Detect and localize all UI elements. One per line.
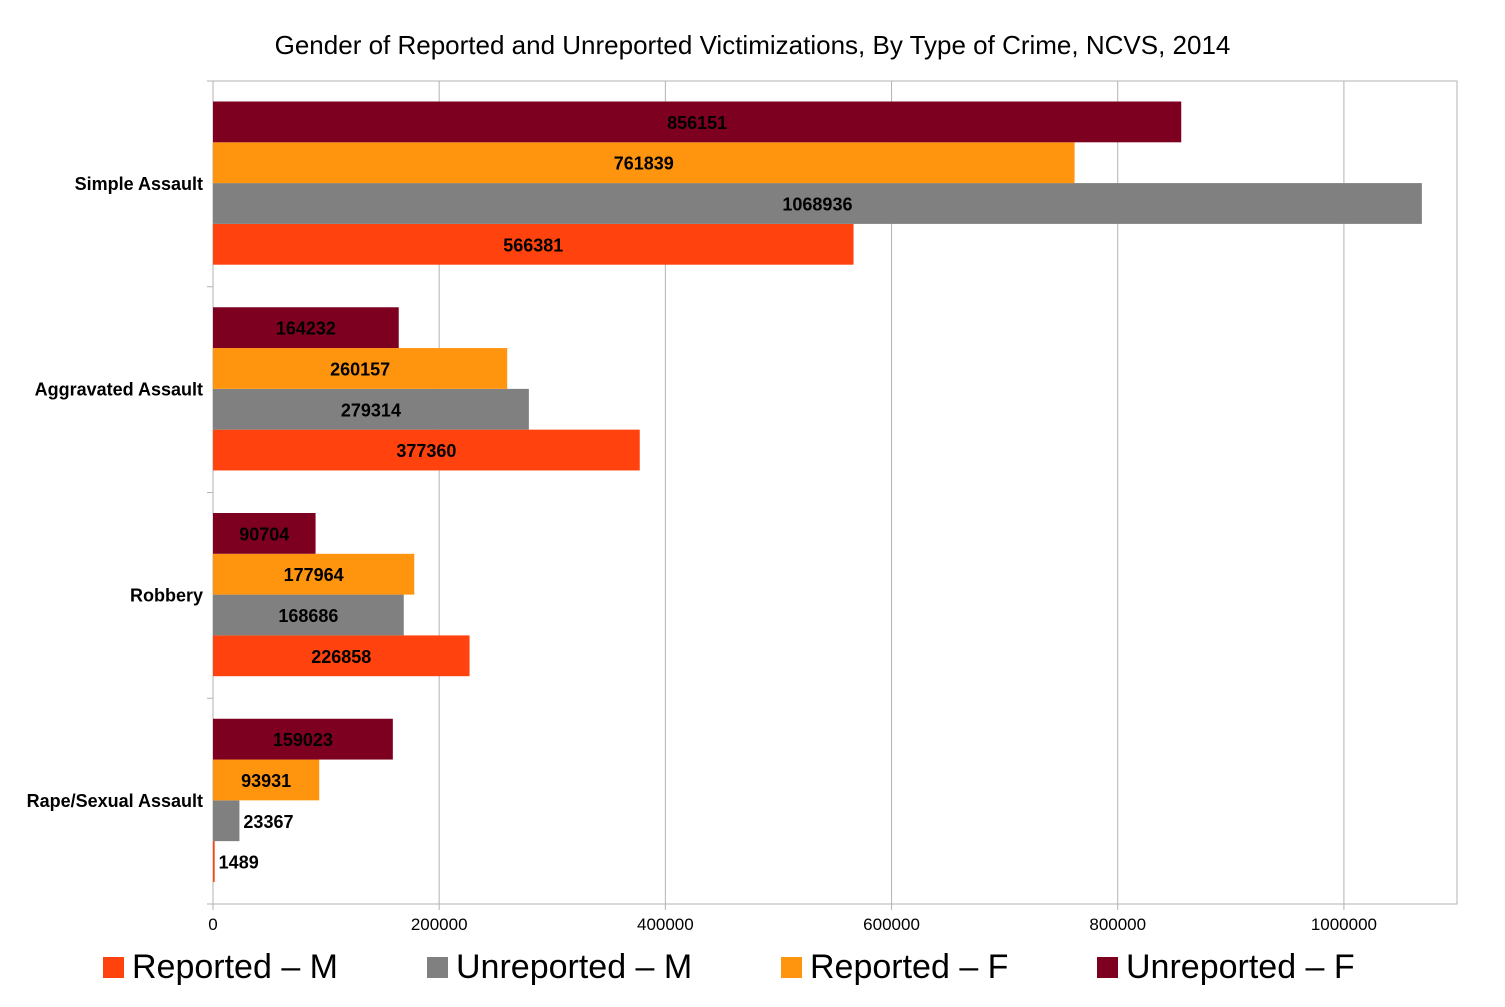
data-label: 761839 (614, 154, 674, 174)
legend-item: Unreported – M (427, 942, 692, 992)
x-tick-label: 400000 (637, 915, 694, 934)
category-label: Rape/Sexual Assault (27, 791, 203, 811)
x-tick-label: 800000 (1089, 915, 1146, 934)
bar (213, 759, 320, 801)
legend-label: Reported – M (132, 947, 338, 986)
data-label: 23367 (243, 812, 293, 832)
legend-item: Unreported – F (1097, 942, 1355, 992)
bar (213, 101, 1182, 143)
data-label: 377360 (396, 441, 456, 461)
legend-swatch (103, 956, 124, 978)
bar (213, 635, 470, 677)
bar (213, 718, 393, 760)
category-label: Robbery (130, 585, 203, 605)
x-tick-label: 1000000 (1311, 915, 1377, 934)
x-tick-label: 200000 (411, 915, 468, 934)
legend-swatch (427, 956, 448, 978)
x-tick-label: 600000 (863, 915, 920, 934)
data-label: 226858 (311, 647, 371, 667)
chart-title: Gender of Reported and Unreported Victim… (274, 30, 1231, 60)
legend-label: Unreported – F (1126, 947, 1355, 986)
data-label: 93931 (241, 771, 291, 791)
data-label: 856151 (667, 113, 727, 133)
category-label: Aggravated Assault (35, 380, 203, 400)
data-label: 90704 (239, 524, 289, 544)
category-label: Simple Assault (75, 174, 203, 194)
data-label: 566381 (503, 235, 563, 255)
bar (213, 841, 215, 882)
bar (213, 513, 316, 554)
bar-chart: 0 200000 400000 600000 800000 1000000 Simple A… (27, 80, 1458, 934)
legend-swatch (781, 956, 802, 978)
bar (213, 388, 529, 430)
data-label: 260157 (330, 359, 390, 379)
data-label: 177964 (284, 565, 344, 585)
bar (213, 800, 240, 842)
bar (213, 594, 404, 636)
bar (213, 223, 854, 265)
legend-item: Reported – M (103, 942, 338, 992)
bar (213, 553, 415, 595)
legend-label: Reported – F (810, 947, 1009, 986)
legend-label: Unreported – M (456, 947, 693, 986)
bar (213, 307, 399, 349)
data-label: 1489 (219, 853, 259, 873)
chart-legend: Reported – M Unreported – M Reported – F Un… (0, 942, 1505, 992)
bar (213, 429, 640, 471)
data-label: 164232 (276, 319, 336, 339)
legend-item: Reported – F (781, 942, 1008, 992)
x-tick-label: 0 (208, 915, 217, 934)
data-label: 159023 (273, 730, 333, 750)
bar (213, 142, 1075, 184)
legend-swatch (1097, 956, 1118, 978)
data-label: 168686 (278, 606, 338, 626)
data-label: 1068936 (782, 195, 852, 215)
bar (213, 183, 1422, 224)
bar (213, 348, 508, 389)
data-label: 279314 (341, 400, 401, 420)
